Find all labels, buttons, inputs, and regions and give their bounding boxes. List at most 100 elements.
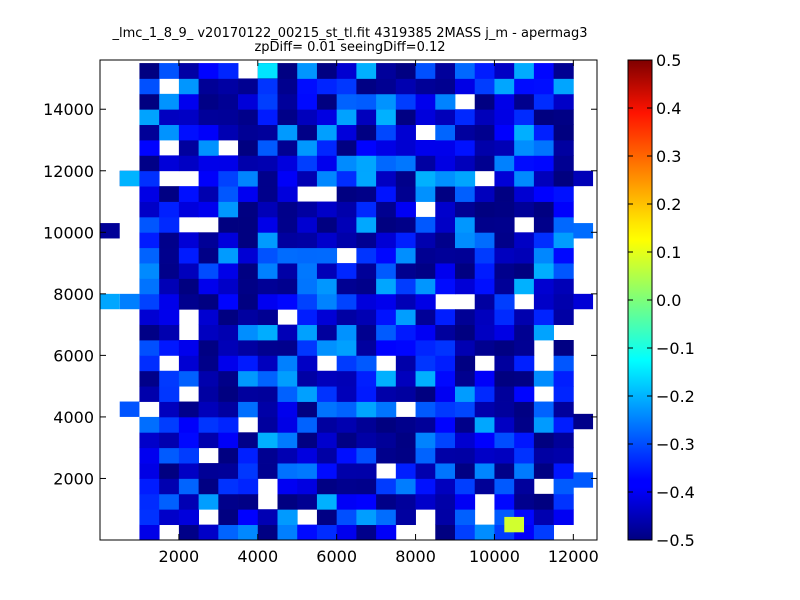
heatmap-cell xyxy=(474,63,495,79)
heatmap-cell xyxy=(514,93,535,110)
heatmap-cell xyxy=(238,293,259,310)
heatmap-cell xyxy=(514,201,535,218)
heatmap-cell xyxy=(573,223,594,239)
heatmap-cell xyxy=(198,109,219,126)
heatmap-cell xyxy=(297,201,318,218)
heatmap-cell xyxy=(474,155,495,172)
heatmap-cell xyxy=(336,170,357,187)
heatmap-cell xyxy=(178,370,200,387)
heatmap-cell xyxy=(198,416,219,433)
heatmap-cell xyxy=(356,370,377,387)
heatmap-cell xyxy=(455,124,476,141)
heatmap-cell xyxy=(277,232,298,249)
heatmap-cell xyxy=(198,463,219,479)
heatmap-cell xyxy=(455,201,476,218)
heatmap-cell xyxy=(356,232,377,249)
heatmap-cell xyxy=(376,309,397,326)
heatmap-cell xyxy=(277,201,298,218)
heatmap-cell xyxy=(297,416,318,433)
heatmap-cell xyxy=(395,63,416,79)
heatmap-cell xyxy=(415,293,436,310)
heatmap-cell xyxy=(514,478,535,495)
heatmap-cell xyxy=(356,478,377,495)
heatmap-cell xyxy=(455,432,476,449)
heatmap-cell xyxy=(139,109,160,126)
heatmap-cell xyxy=(455,324,476,341)
heatmap-cell xyxy=(257,293,278,310)
heatmap-cell xyxy=(297,432,318,449)
heatmap-cell xyxy=(474,340,495,356)
heatmap-cell xyxy=(474,524,495,541)
heatmap-cell xyxy=(139,170,160,187)
heatmap-cell xyxy=(533,293,555,310)
heatmap-cell xyxy=(297,478,318,495)
heatmap-cell xyxy=(435,355,456,372)
heatmap-cell xyxy=(533,370,555,387)
heatmap-cell xyxy=(415,386,436,402)
heatmap-cell xyxy=(494,93,515,110)
heatmap-cell xyxy=(474,232,495,249)
heatmap-cell xyxy=(356,124,377,141)
heatmap-cell xyxy=(277,340,298,356)
heatmap-cell xyxy=(395,170,416,187)
heatmap-cell xyxy=(514,124,535,141)
heatmap-cell xyxy=(376,186,397,202)
heatmap-cell xyxy=(238,524,259,541)
heatmap-cell xyxy=(139,124,160,141)
heatmap-cell xyxy=(218,63,239,79)
heatmap-cell xyxy=(178,401,200,418)
heatmap-cell xyxy=(494,447,515,464)
heatmap-cell xyxy=(297,447,318,464)
heatmap-cell xyxy=(139,309,160,326)
heatmap-cell xyxy=(415,170,436,187)
heatmap-cell xyxy=(178,432,200,449)
heatmap-cell xyxy=(336,216,357,233)
heatmap-cell xyxy=(277,109,298,126)
heatmap-cell xyxy=(494,109,515,126)
heatmap-cell xyxy=(178,93,200,110)
heatmap-cell xyxy=(218,324,239,341)
heatmap-cell xyxy=(198,340,219,356)
heatmap-cell xyxy=(494,201,515,218)
heatmap-cell xyxy=(376,416,397,433)
heatmap-cell xyxy=(494,232,515,249)
heatmap-cell xyxy=(218,401,239,418)
heatmap-cell xyxy=(533,509,555,526)
heatmap-cell xyxy=(336,186,357,202)
heatmap-cell xyxy=(198,263,219,279)
heatmap-cell xyxy=(238,78,259,95)
heatmap-cell xyxy=(198,324,219,341)
heatmap-cell xyxy=(415,493,436,510)
heatmap-cell xyxy=(435,186,456,202)
colorbar-tick-label: −0.4 xyxy=(656,483,695,502)
heatmap-cell xyxy=(178,355,200,372)
heatmap-cell xyxy=(218,278,239,295)
heatmap-cell xyxy=(356,93,377,110)
heatmap-cell xyxy=(455,109,476,126)
colorbar-tick-label: 0.1 xyxy=(656,243,681,262)
heatmap-cell xyxy=(238,124,259,141)
heatmap-cell xyxy=(533,140,555,156)
heatmap-cell xyxy=(455,186,476,202)
heatmap-cell xyxy=(514,78,535,95)
heatmap-cell xyxy=(533,186,555,202)
heatmap-cell xyxy=(553,170,574,187)
heatmap-cell xyxy=(139,509,160,526)
heatmap-cell xyxy=(494,478,515,495)
heatmap-cell xyxy=(474,216,495,233)
heatmap-cell xyxy=(376,493,397,510)
heatmap-cell xyxy=(297,63,318,79)
heatmap-cell xyxy=(257,524,278,541)
heatmap-cell xyxy=(415,463,436,479)
heatmap-cell xyxy=(297,370,318,387)
heatmap-cell xyxy=(533,93,555,110)
heatmap-cell xyxy=(494,78,515,95)
heatmap-cell xyxy=(553,278,574,295)
heatmap-cell xyxy=(435,155,456,172)
heatmap-cell xyxy=(533,170,555,187)
heatmap-cell xyxy=(533,401,555,418)
heatmap-cell xyxy=(514,247,535,264)
heatmap-cell xyxy=(277,247,298,264)
heatmap-cell xyxy=(277,78,298,95)
heatmap-cell xyxy=(356,493,377,510)
